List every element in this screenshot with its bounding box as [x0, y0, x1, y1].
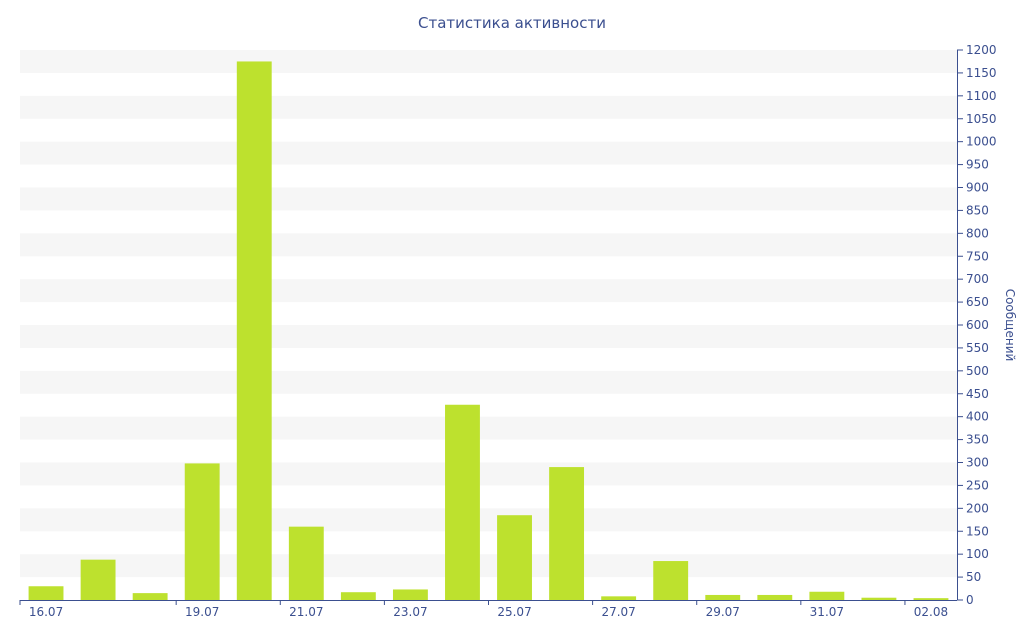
x-tick-label: 29.07: [706, 605, 740, 619]
grid-band: [20, 554, 957, 578]
y-tick-label: 750: [966, 249, 989, 263]
y-tick-label: 0: [966, 593, 974, 607]
y-axis-title: Сообщений: [1003, 289, 1017, 362]
bar-01.08: [861, 597, 897, 600]
bar-23.07: [392, 589, 428, 600]
bars: [28, 61, 949, 601]
y-tick-label: 1100: [966, 89, 997, 103]
y-tick-labels: 0 50 100 150 200 250 300 350 400 450 500 550 600 650 7…: [957, 43, 997, 607]
y-tick-label: 1000: [966, 135, 997, 149]
grid-band: [20, 141, 957, 165]
chart-title: Статистика активности: [418, 14, 606, 32]
y-tick-label: 300: [966, 456, 989, 470]
bar-02.08: [913, 598, 949, 600]
bar-24.07: [445, 404, 480, 600]
y-tick-label: 1200: [966, 43, 997, 57]
y-tick-label: 950: [966, 158, 989, 172]
y-tick-label: 100: [966, 547, 989, 561]
grid-band: [20, 370, 957, 394]
y-tick-label: 650: [966, 295, 989, 309]
grid-band: [20, 508, 957, 532]
y-tick-label: 700: [966, 272, 989, 286]
bar-29.07: [705, 594, 741, 600]
x-tick-label: 25.07: [497, 605, 531, 619]
grid-band: [20, 462, 957, 486]
x-tick-label: 21.07: [289, 605, 323, 619]
bar-18.07: [132, 593, 168, 600]
bar-30.07: [757, 594, 793, 600]
y-tick-label: 600: [966, 318, 989, 332]
x-tick-label: 19.07: [185, 605, 219, 619]
grid-bands: [20, 50, 957, 578]
bar-26.07: [549, 467, 585, 600]
y-tick-label: 200: [966, 501, 989, 515]
x-tick-labels: 16.07 19.07 21.07 23.07 25.07 27.07 29.07 31.07…: [19, 600, 948, 619]
y-tick-label: 450: [966, 387, 989, 401]
x-tick-label: 23.07: [393, 605, 427, 619]
y-tick-label: 850: [966, 203, 989, 217]
bar-28.07: [653, 561, 689, 600]
y-tick-label: 900: [966, 181, 989, 195]
y-tick-label: 250: [966, 478, 989, 492]
bar-21.07: [288, 526, 324, 600]
y-tick-label: 500: [966, 364, 989, 378]
grid-band: [20, 325, 957, 348]
grid-band: [20, 233, 957, 257]
x-tick-label: 02.08: [914, 605, 948, 619]
y-tick-label: 1050: [966, 112, 997, 126]
grid-band: [20, 187, 957, 211]
bar-17.07: [80, 559, 116, 600]
x-tick-label: 31.07: [810, 605, 844, 619]
y-tick-label: 400: [966, 410, 989, 424]
grid-band: [20, 50, 957, 73]
bar-16.07: [28, 586, 64, 600]
y-tick-label: 800: [966, 226, 989, 240]
bar-19.07: [184, 463, 220, 600]
grid-band: [20, 416, 957, 440]
grid-band: [20, 279, 957, 303]
y-tick-label: 50: [966, 570, 981, 584]
y-tick-label: 150: [966, 524, 989, 538]
bar-20.07: [236, 61, 272, 601]
y-tick-label: 1150: [966, 66, 997, 80]
bar-31.07: [809, 591, 845, 600]
bar-25.07: [497, 515, 532, 600]
bar-27.07: [601, 596, 637, 600]
y-tick-label: 350: [966, 433, 989, 447]
grid-band: [20, 95, 957, 119]
x-tick-label: 16.07: [29, 605, 63, 619]
x-tick-label: 27.07: [601, 605, 635, 619]
y-tick-label: 550: [966, 341, 989, 355]
bar-22.07: [340, 592, 376, 600]
